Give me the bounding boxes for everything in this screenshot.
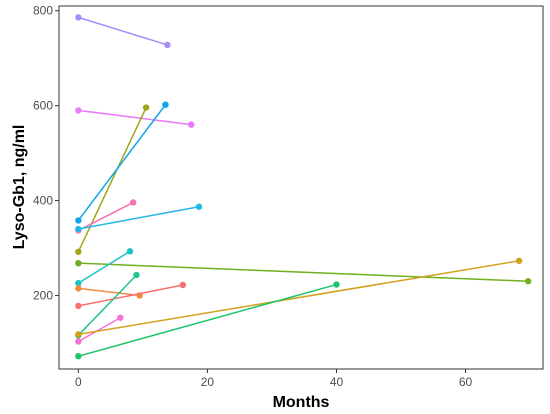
data-point (75, 331, 82, 338)
series-line (78, 287, 140, 297)
data-point (195, 203, 203, 210)
data-point (142, 104, 150, 111)
series-line (78, 109, 192, 126)
plot-panel (58, 5, 544, 370)
data-point (75, 225, 82, 233)
data-point (75, 259, 82, 267)
y-tick-label: 400 (33, 194, 53, 208)
series-line (78, 284, 184, 307)
series-10 (75, 281, 187, 310)
series-line (77, 317, 121, 343)
series-7 (75, 259, 532, 285)
series-line (78, 16, 168, 46)
data-point (75, 248, 82, 255)
data-point (75, 285, 82, 292)
series-line (77, 274, 137, 336)
data-point (130, 199, 137, 206)
x-tick-label: 40 (330, 375, 344, 389)
series-line (77, 104, 167, 221)
data-point (179, 281, 187, 289)
data-point (162, 101, 169, 108)
data-point (126, 248, 134, 255)
series-layer (75, 14, 532, 360)
data-point (75, 217, 82, 224)
series-line (77, 107, 147, 253)
series-13 (75, 257, 523, 338)
y-axis: 200 400 600 800 (33, 4, 59, 302)
data-point (515, 257, 523, 265)
data-point (75, 279, 82, 287)
series-line (78, 283, 337, 357)
data-point (75, 338, 82, 345)
data-point (75, 107, 82, 114)
series-4 (75, 101, 169, 224)
data-point (188, 121, 195, 128)
x-tick-label: 20 (201, 375, 215, 389)
x-axis: 0 20 40 60 (75, 369, 473, 389)
data-point (524, 278, 532, 285)
x-axis-title: Months (273, 394, 330, 411)
series-12 (75, 314, 124, 345)
x-tick-label: 0 (75, 375, 82, 389)
series-line (78, 260, 520, 336)
series-6 (75, 203, 203, 233)
series-line (78, 205, 200, 230)
y-tick-label: 200 (33, 288, 53, 302)
y-tick-label: 600 (33, 99, 53, 113)
data-point (75, 352, 82, 360)
y-tick-label: 800 (33, 4, 53, 18)
series-line (78, 201, 134, 232)
y-axis-title: Lyso-Gb1, ng/ml (11, 125, 28, 250)
series-line (78, 262, 529, 282)
series-1 (75, 14, 171, 49)
data-point (133, 271, 140, 279)
data-point (333, 281, 340, 288)
series-14 (75, 281, 340, 360)
series-line (77, 250, 131, 284)
series-2 (75, 107, 195, 128)
data-point (164, 41, 171, 49)
data-point (75, 302, 82, 310)
data-point (75, 14, 82, 21)
data-point (117, 314, 124, 321)
series-8 (75, 248, 134, 287)
series-3 (75, 104, 150, 255)
x-tick-label: 60 (459, 375, 473, 389)
